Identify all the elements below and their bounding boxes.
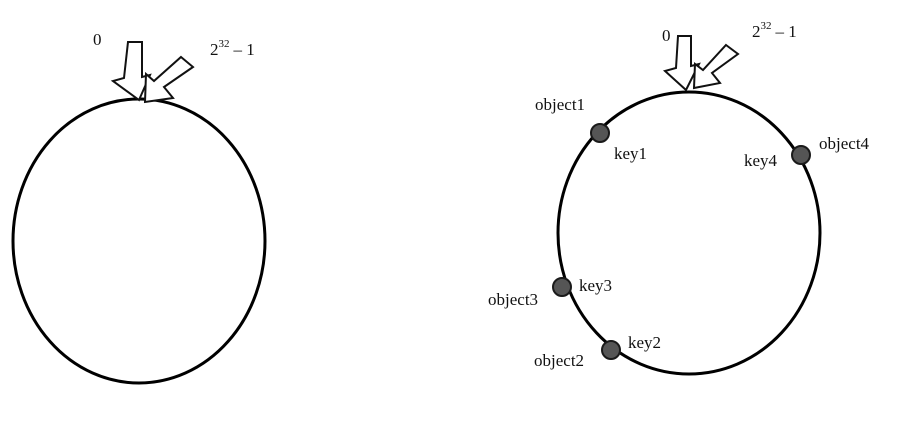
object2-label: object2 [534,351,584,370]
left-end-arrow-icon [143,55,195,104]
object4-node [791,145,811,165]
left-end-exponent: 32 [219,38,230,50]
key3-label: key3 [579,276,612,295]
object1-node [590,123,610,143]
key4-label: key4 [744,151,778,170]
left-end-label: 232– 1 [210,38,255,59]
right-end-base: 2 [752,22,761,41]
right-hash-ring-diagram: 0 232– 1 object1 key1 object4 key4 objec… [488,20,870,376]
right-start-label: 0 [662,26,671,45]
left-end-base: 2 [210,40,219,59]
right-start-arrow-icon [662,35,701,92]
object3-label: object3 [488,290,538,309]
object2-node [601,340,621,360]
left-start-arrow-icon [110,41,152,102]
key2-label: key2 [628,333,661,352]
left-end-suffix: – 1 [233,40,255,59]
left-hash-ring [11,97,267,385]
right-end-label: 232– 1 [752,20,797,41]
key1-label: key1 [614,144,647,163]
left-hash-ring-diagram: 0 232– 1 [11,30,267,385]
left-start-label: 0 [93,30,102,49]
object4-label: object4 [819,134,870,153]
right-end-exponent: 32 [761,20,772,32]
object3-node [552,277,572,297]
right-end-arrow-icon [692,43,740,90]
object1-label: object1 [535,95,585,114]
right-hash-ring [556,90,822,376]
right-end-suffix: – 1 [775,22,797,41]
